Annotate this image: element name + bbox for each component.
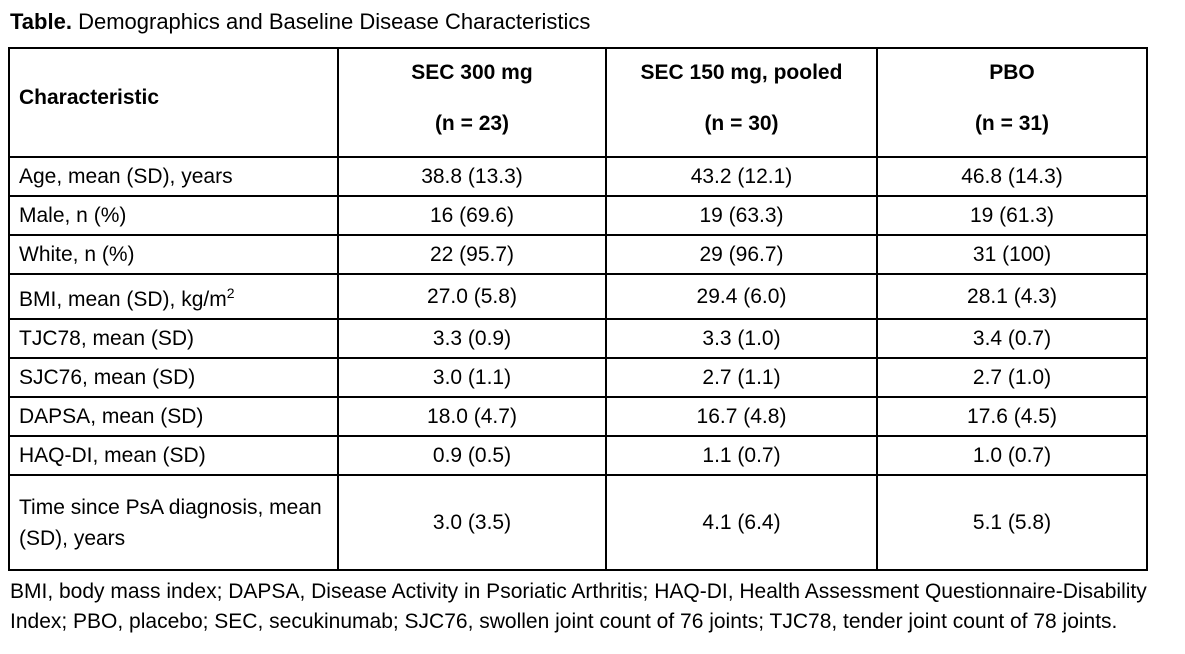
row-value: 38.8 (13.3) — [337, 156, 607, 197]
row-value: 16.7 (4.8) — [605, 396, 878, 437]
row-value: 29.4 (6.0) — [605, 273, 878, 320]
row-value: 2.7 (1.1) — [605, 357, 878, 398]
column-n: (n = 30) — [704, 112, 779, 135]
row-characteristic: BMI, mean (SD), kg/m2 — [8, 273, 339, 320]
row-value: 27.0 (5.8) — [337, 273, 607, 320]
row-value: 3.4 (0.7) — [876, 318, 1148, 359]
table-body: Age, mean (SD), years 38.8 (13.3) 43.2 (12… — [8, 156, 1148, 571]
row-value: 3.0 (1.1) — [337, 357, 607, 398]
table-header: Characteristic SEC 300 mg (n = 23) SEC 1… — [8, 47, 1148, 158]
column-name: SEC 150 mg, pooled — [640, 61, 843, 84]
column-header-sec300: SEC 300 mg (n = 23) — [337, 47, 607, 158]
table-row: White, n (%) 22 (95.7) 29 (96.7) 31 (100) — [8, 234, 1148, 275]
row-value: 5.1 (5.8) — [876, 474, 1148, 571]
row-value: 31 (100) — [876, 234, 1148, 275]
table-row: Time since PsA diagnosis, mean (SD), yea… — [8, 474, 1148, 571]
column-name: PBO — [989, 61, 1035, 84]
header-characteristic: Characteristic — [8, 47, 339, 158]
table-row: Male, n (%) 16 (69.6) 19 (63.3) 19 (61.3) — [8, 195, 1148, 236]
footnote: BMI, body mass index; DAPSA, Disease Act… — [10, 580, 1147, 633]
column-header-pbo: PBO (n = 31) — [876, 47, 1148, 158]
row-value: 16 (69.6) — [337, 195, 607, 236]
row-value: 0.9 (0.5) — [337, 435, 607, 476]
row-value: 43.2 (12.1) — [605, 156, 878, 197]
table-row: TJC78, mean (SD) 3.3 (0.9) 3.3 (1.0) 3.4 (0… — [8, 318, 1148, 359]
table-row: BMI, mean (SD), kg/m2 27.0 (5.8) 29.4 (6.0… — [8, 273, 1148, 320]
row-characteristic: Age, mean (SD), years — [8, 156, 339, 197]
superscript: 2 — [226, 285, 235, 301]
demographics-table: Characteristic SEC 300 mg (n = 23) SEC 1… — [8, 47, 1148, 571]
row-value: 3.3 (0.9) — [337, 318, 607, 359]
table-title: Table. Demographics and Baseline Disease… — [10, 8, 1175, 36]
row-value: 1.1 (0.7) — [605, 435, 878, 476]
row-value: 19 (61.3) — [876, 195, 1148, 236]
column-header-sec150: SEC 150 mg, pooled (n = 30) — [605, 47, 878, 158]
table-row: HAQ-DI, mean (SD) 0.9 (0.5) 1.1 (0.7) 1.0 (… — [8, 435, 1148, 476]
table-title-text: Demographics and Baseline Disease Charac… — [78, 9, 591, 34]
row-value: 18.0 (4.7) — [337, 396, 607, 437]
column-n: (n = 31) — [974, 112, 1050, 135]
row-characteristic: Time since PsA diagnosis, mean (SD), yea… — [8, 474, 339, 571]
page: Table. Demographics and Baseline Disease… — [8, 8, 1175, 633]
row-value: 3.3 (1.0) — [605, 318, 878, 359]
row-value: 22 (95.7) — [337, 234, 607, 275]
row-characteristic: SJC76, mean (SD) — [8, 357, 339, 398]
table-title-label: Table. — [10, 9, 72, 34]
row-value: 19 (63.3) — [605, 195, 878, 236]
header-row: Characteristic SEC 300 mg (n = 23) SEC 1… — [8, 47, 1148, 158]
row-value: 46.8 (14.3) — [876, 156, 1148, 197]
row-characteristic: White, n (%) — [8, 234, 339, 275]
row-characteristic: DAPSA, mean (SD) — [8, 396, 339, 437]
table-row: SJC76, mean (SD) 3.0 (1.1) 2.7 (1.1) 2.7 (1… — [8, 357, 1148, 398]
row-value: 28.1 (4.3) — [876, 273, 1148, 320]
row-value: 4.1 (6.4) — [605, 474, 878, 571]
row-value: 29 (96.7) — [605, 234, 878, 275]
row-value: 1.0 (0.7) — [876, 435, 1148, 476]
row-characteristic: TJC78, mean (SD) — [8, 318, 339, 359]
row-value: 3.0 (3.5) — [337, 474, 607, 571]
column-n: (n = 23) — [434, 112, 510, 135]
table-row: Age, mean (SD), years 38.8 (13.3) 43.2 (12… — [8, 156, 1148, 197]
row-value: 2.7 (1.0) — [876, 357, 1148, 398]
row-value: 17.6 (4.5) — [876, 396, 1148, 437]
table-row: DAPSA, mean (SD) 18.0 (4.7) 16.7 (4.8) 17.6… — [8, 396, 1148, 437]
row-characteristic: HAQ-DI, mean (SD) — [8, 435, 339, 476]
column-name: SEC 300 mg — [411, 61, 533, 84]
row-characteristic: Male, n (%) — [8, 195, 339, 236]
